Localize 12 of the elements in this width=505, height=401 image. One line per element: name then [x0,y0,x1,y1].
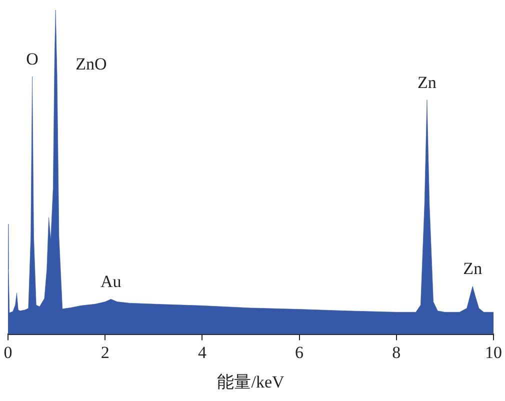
x-tick-label: 2 [100,342,110,362]
annotation: Zn [463,259,483,278]
x-tick-label: 4 [198,342,207,362]
x-tick-label: 8 [392,342,401,362]
annotation: O [26,49,38,68]
x-tick-label: 6 [295,342,304,362]
x-tick-label: 10 [485,342,502,362]
x-axis-title: 能量/keV [217,372,285,392]
annotation: ZnO [76,54,107,74]
annotation: Zn [418,72,437,92]
annotation: Au [100,272,122,292]
x-tick-label: 0 [4,342,12,362]
